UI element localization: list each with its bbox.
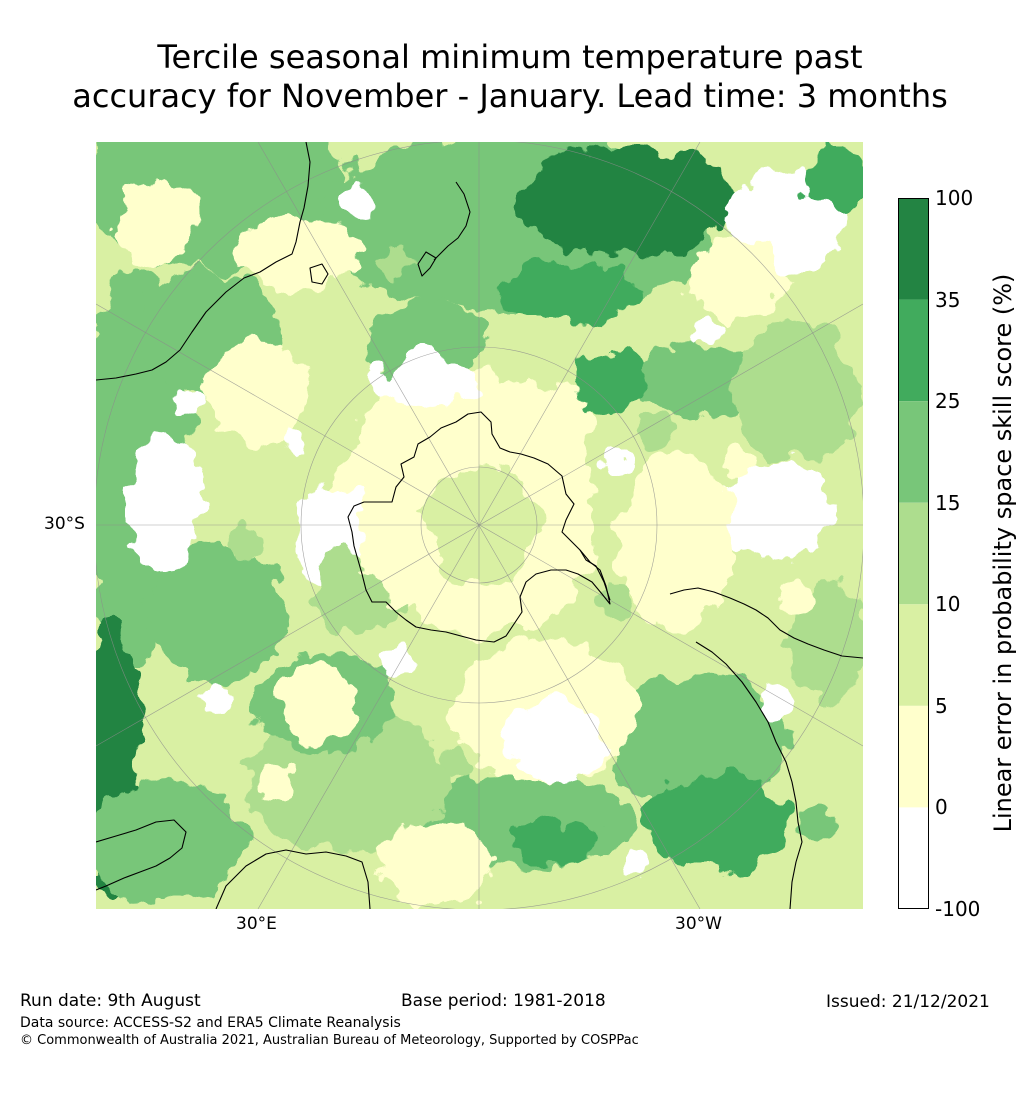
lon-label-30e: 30°E <box>236 914 277 934</box>
coastlines <box>96 142 863 909</box>
polar-map <box>96 142 863 909</box>
title-line-2: accuracy for November - January. Lead ti… <box>72 77 948 115</box>
antarctica-coast <box>347 411 611 643</box>
colorbar-tick-label: 15 <box>935 490 961 515</box>
south-america-coast <box>669 587 863 659</box>
colorbar-tick-label: 35 <box>935 287 961 312</box>
lat-label-30s: 30°S <box>44 514 85 534</box>
base-period: Base period: 1981-2018 <box>401 991 606 1011</box>
chart-title: Tercile seasonal minimum temperature pas… <box>0 38 1020 116</box>
colorbar-frame <box>898 198 929 909</box>
tasmania <box>309 263 329 285</box>
skill-score-field <box>96 142 863 902</box>
colorbar-tick-label: 100 <box>935 186 974 210</box>
new-zealand-north <box>433 181 471 261</box>
colorbar-bin <box>898 401 929 503</box>
madagascar-coast <box>215 849 371 909</box>
colorbar-tick-label: 5 <box>935 693 948 718</box>
issued-date: Issued: 21/12/2021 <box>826 992 990 1012</box>
colorbar-tick-label: 10 <box>935 592 961 617</box>
colorbar-bin <box>898 198 929 300</box>
colorbar-bin <box>898 604 929 706</box>
map-area <box>96 142 863 909</box>
new-zealand-south <box>417 251 437 277</box>
australia-coast <box>96 142 311 381</box>
colorbar-bin <box>898 502 929 605</box>
colorbar-tick-label: 0 <box>935 795 948 820</box>
run-date: Run date: 9th August <box>20 991 201 1011</box>
colorbar-bin <box>898 705 929 808</box>
colorbar-bin <box>898 807 929 909</box>
title-line-1: Tercile seasonal minimum temperature pas… <box>157 38 863 76</box>
colorbar-tick-label: -100 <box>935 897 981 921</box>
peninsula-tip <box>579 549 611 601</box>
south-america-east <box>695 641 803 909</box>
skill-score-speckle <box>172 186 834 876</box>
lon-label-30w: 30°W <box>675 914 722 934</box>
africa-coast <box>96 819 187 891</box>
colorbar <box>898 198 929 909</box>
colorbar-bin <box>898 299 929 402</box>
colorbar-tick-label: 25 <box>935 389 961 414</box>
graticule <box>96 142 863 909</box>
data-source: Data source: ACCESS-S2 and ERA5 Climate … <box>20 1015 401 1031</box>
colorbar-title-text: Linear error in probability space skill … <box>989 273 1017 833</box>
copyright: © Commonwealth of Australia 2021, Austra… <box>20 1033 639 1048</box>
